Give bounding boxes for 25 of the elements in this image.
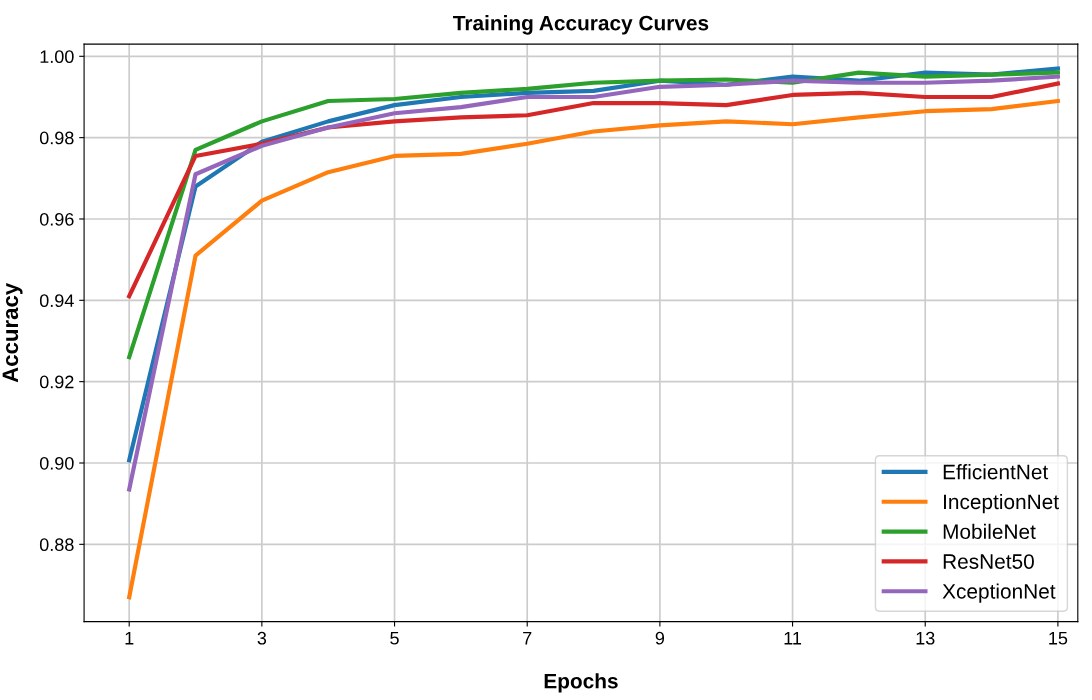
y-tick-label: 0.98 <box>39 131 74 145</box>
x-tick-label: 11 <box>784 631 802 645</box>
x-tick-label: 15 <box>1049 631 1068 645</box>
y-tick-label: 0.94 <box>39 294 74 308</box>
x-tick-label: 9 <box>655 631 665 645</box>
line-series <box>127 70 1060 360</box>
line-series <box>127 81 1060 299</box>
legend-label: ResNet50 <box>943 554 1034 569</box>
y-tick-label: 0.96 <box>39 212 74 226</box>
legend-label: InceptionNet <box>944 493 1059 514</box>
y-tick-label: 1.00 <box>40 50 74 64</box>
chart-title: Training Accuracy Curves <box>453 15 709 35</box>
x-tick-label: 13 <box>916 631 935 645</box>
y-tick-label: 0.88 <box>39 538 74 552</box>
y-axis-title: Accuracy <box>2 282 23 383</box>
x-axis-title: Epochs <box>544 673 618 693</box>
legend-label: EfficientNet <box>943 464 1049 480</box>
legend-label: XceptionNet <box>942 583 1056 603</box>
legend-label: MobileNet <box>943 523 1036 540</box>
y-tick-label: 0.92 <box>39 375 74 389</box>
x-tick-label: 5 <box>390 631 399 645</box>
x-tick-label: 7 <box>523 631 532 645</box>
x-tick-label: 1 <box>125 631 134 645</box>
y-tick-label: 0.90 <box>39 456 74 470</box>
x-tick-label: 3 <box>257 631 267 645</box>
